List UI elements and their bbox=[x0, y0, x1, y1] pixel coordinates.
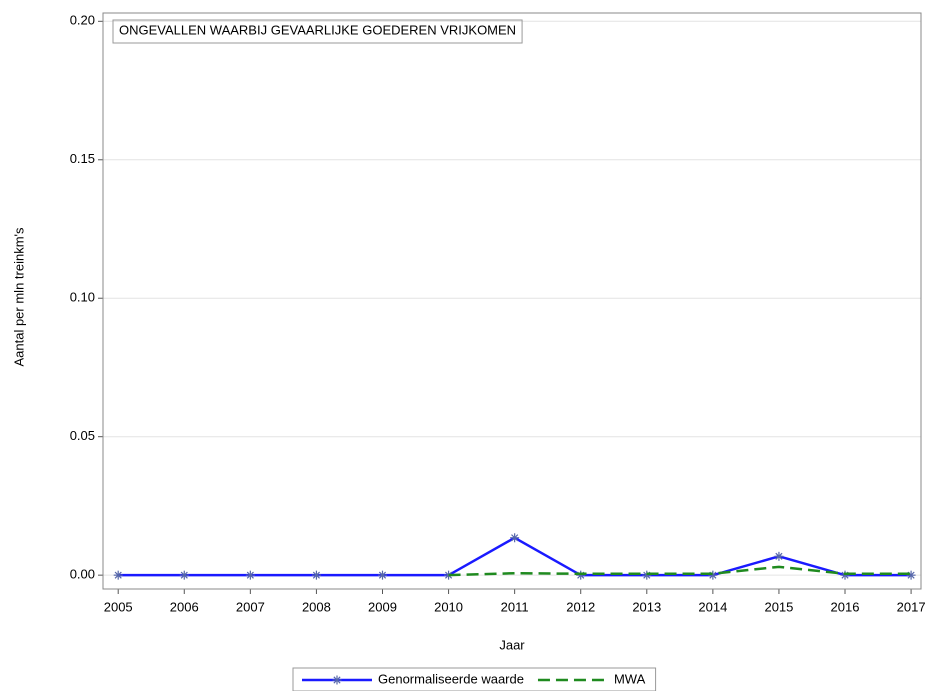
marker bbox=[332, 675, 342, 685]
plot-frame bbox=[102, 12, 922, 590]
y-tick-label: 0.15 bbox=[70, 151, 95, 166]
x-axis-label: Jaar bbox=[499, 637, 525, 652]
legend-box bbox=[292, 667, 657, 691]
x-tick-label: 2009 bbox=[368, 599, 397, 614]
title-box bbox=[112, 19, 523, 44]
x-tick-label: 2008 bbox=[302, 599, 331, 614]
marker bbox=[906, 570, 916, 580]
chart-title: ONGEVALLEN WAARBIJ GEVAARLIJKE GOEDEREN … bbox=[119, 22, 516, 37]
marker bbox=[245, 570, 255, 580]
x-tick-label: 2017 bbox=[897, 599, 926, 614]
x-tick-label: 2014 bbox=[698, 599, 727, 614]
marker bbox=[708, 570, 718, 580]
y-tick-label: 0.00 bbox=[70, 567, 95, 582]
legend-label: Genormaliseerde waarde bbox=[378, 671, 524, 686]
x-tick-label: 2013 bbox=[632, 599, 661, 614]
marker bbox=[576, 570, 586, 580]
x-tick-label: 2005 bbox=[104, 599, 133, 614]
marker bbox=[113, 570, 123, 580]
x-tick-label: 2010 bbox=[434, 599, 463, 614]
marker bbox=[179, 570, 189, 580]
legend-label: MWA bbox=[614, 671, 646, 686]
x-tick-label: 2016 bbox=[831, 599, 860, 614]
marker bbox=[840, 570, 850, 580]
series-line bbox=[118, 536, 912, 577]
x-tick-label: 2012 bbox=[566, 599, 595, 614]
y-tick-label: 0.20 bbox=[70, 13, 95, 28]
y-tick-label: 0.10 bbox=[70, 290, 95, 305]
x-tick-label: 2007 bbox=[236, 599, 265, 614]
marker bbox=[510, 533, 520, 543]
x-tick-label: 2011 bbox=[501, 599, 529, 614]
series-line bbox=[448, 565, 912, 577]
marker bbox=[311, 570, 321, 580]
x-tick-label: 2006 bbox=[170, 599, 199, 614]
y-tick-label: 0.05 bbox=[70, 428, 95, 443]
legend: Genormaliseerde waarde MWA bbox=[302, 671, 646, 686]
marker bbox=[774, 551, 784, 561]
y-axis-label: Aantal per mln treinkm's bbox=[11, 227, 26, 367]
marker bbox=[377, 570, 387, 580]
x-tick-label: 2015 bbox=[764, 599, 793, 614]
marker bbox=[642, 570, 652, 580]
